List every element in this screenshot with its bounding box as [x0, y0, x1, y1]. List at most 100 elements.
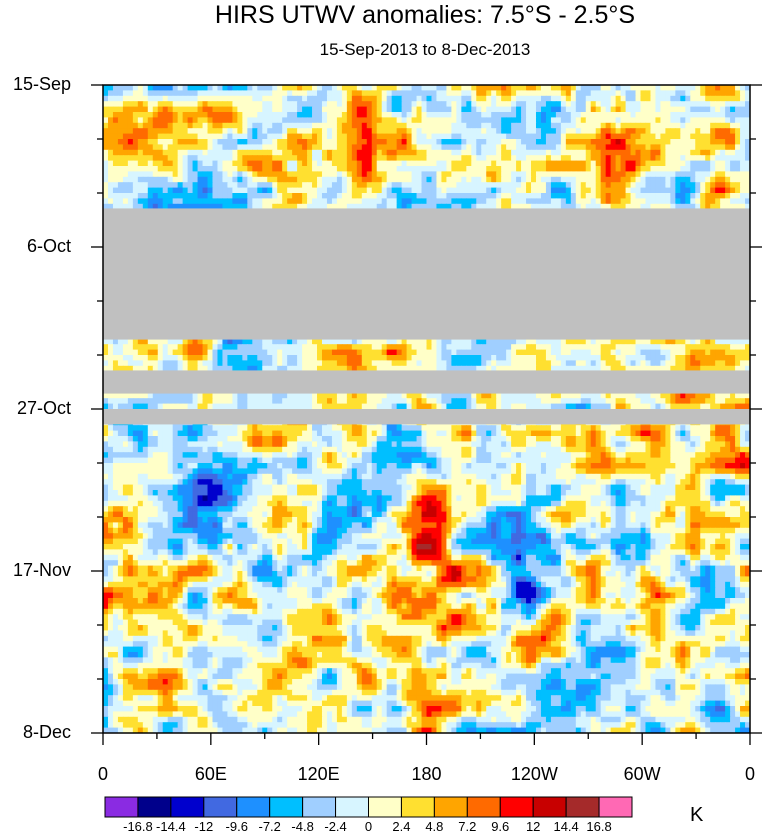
heatmap-cell [262, 155, 268, 162]
heatmap-cell [252, 133, 258, 140]
heatmap-cell [725, 160, 731, 167]
heatmap-cell [476, 106, 482, 113]
heatmap-cell [217, 144, 224, 151]
heatmap-cell [232, 122, 238, 129]
heatmap-cell [137, 176, 144, 183]
heatmap-cell [535, 95, 542, 102]
heatmap-cell [396, 101, 403, 108]
heatmap-cell [381, 139, 388, 145]
heatmap-cell [531, 171, 537, 178]
heatmap-cell [336, 117, 343, 124]
heatmap-cell [720, 176, 726, 183]
heatmap-cell [366, 139, 373, 145]
heatmap-cell [416, 171, 423, 178]
heatmap-cell [426, 198, 433, 205]
heatmap-cell [366, 144, 373, 151]
heatmap-cell [341, 139, 348, 145]
heatmap-cell [456, 139, 462, 145]
heatmap-cell [326, 112, 333, 118]
heatmap-cell [326, 160, 333, 167]
heatmap-cell [660, 139, 666, 145]
heatmap-cell [620, 187, 627, 194]
heatmap-cell [351, 101, 358, 108]
heatmap-cell [107, 106, 114, 113]
heatmap-cell [580, 139, 587, 145]
heatmap-cell [406, 193, 413, 199]
heatmap-cell [177, 160, 184, 167]
heatmap-cell [660, 166, 666, 172]
heatmap-cell [157, 166, 164, 172]
heatmap-cell [411, 182, 418, 189]
heatmap-cell [381, 90, 388, 97]
heatmap-cell [147, 176, 154, 183]
heatmap-cell [710, 85, 716, 91]
heatmap-cell [715, 160, 721, 167]
heatmap-cell [491, 128, 497, 135]
heatmap-cell [262, 203, 268, 210]
heatmap-cell [526, 117, 532, 124]
heatmap-cell [540, 160, 547, 167]
heatmap-cell [471, 144, 477, 151]
heatmap-cell [735, 122, 741, 129]
heatmap-cell [137, 187, 144, 194]
heatmap-cell [202, 112, 209, 118]
heatmap-cell [625, 171, 632, 178]
heatmap-cell [297, 144, 303, 151]
heatmap-cell [307, 122, 313, 129]
heatmap-cell [262, 133, 268, 140]
heatmap-cell [177, 166, 184, 172]
heatmap-cell [257, 122, 263, 129]
heatmap-cell [550, 85, 557, 91]
heatmap-cell [217, 182, 224, 189]
heatmap-cell [321, 149, 328, 156]
heatmap-cell [615, 149, 622, 156]
heatmap-cell [655, 85, 662, 91]
heatmap-cell [192, 101, 199, 108]
heatmap-cell [227, 90, 233, 97]
heatmap-cell [162, 176, 169, 183]
heatmap-cell [476, 144, 482, 151]
heatmap-cell [595, 101, 602, 108]
heatmap-cell [416, 176, 423, 183]
heatmap-cell [735, 155, 741, 162]
heatmap-cell [426, 160, 433, 167]
heatmap-cell [625, 95, 632, 102]
heatmap-cell [147, 112, 154, 118]
heatmap-cell [655, 155, 662, 162]
heatmap-cell [336, 149, 343, 156]
heatmap-cell [540, 144, 547, 151]
heatmap-cell [112, 193, 119, 199]
heatmap-cell [162, 122, 169, 129]
heatmap-cell [307, 139, 313, 145]
heatmap-cell [411, 193, 418, 199]
heatmap-cell [511, 187, 517, 194]
heatmap-cell [117, 198, 124, 205]
heatmap-cell [137, 166, 144, 172]
heatmap-cell [401, 95, 408, 102]
heatmap-cell [476, 133, 482, 140]
heatmap-cell [172, 155, 179, 162]
heatmap-cell [157, 117, 164, 124]
heatmap-cell [147, 144, 154, 151]
heatmap-cell [620, 90, 627, 97]
heatmap-cell [570, 133, 577, 140]
heatmap-cell [481, 85, 487, 91]
heatmap-cell [321, 90, 328, 97]
heatmap-cell [366, 155, 373, 162]
heatmap-cell [471, 198, 477, 205]
heatmap-cell [730, 176, 736, 183]
heatmap-cell [346, 117, 353, 124]
heatmap-cell [481, 171, 487, 178]
heatmap-cell [725, 171, 731, 178]
heatmap-cell [122, 122, 129, 129]
heatmap-cell [521, 128, 527, 135]
heatmap-cell [481, 133, 487, 140]
heatmap-cell [471, 117, 477, 124]
heatmap-cell [386, 112, 393, 118]
heatmap-cell [526, 128, 532, 135]
heatmap-cell [411, 122, 418, 129]
heatmap-cell [292, 193, 298, 199]
heatmap-cell [152, 187, 159, 194]
heatmap-cell [431, 203, 438, 210]
heatmap-cell [157, 144, 164, 151]
